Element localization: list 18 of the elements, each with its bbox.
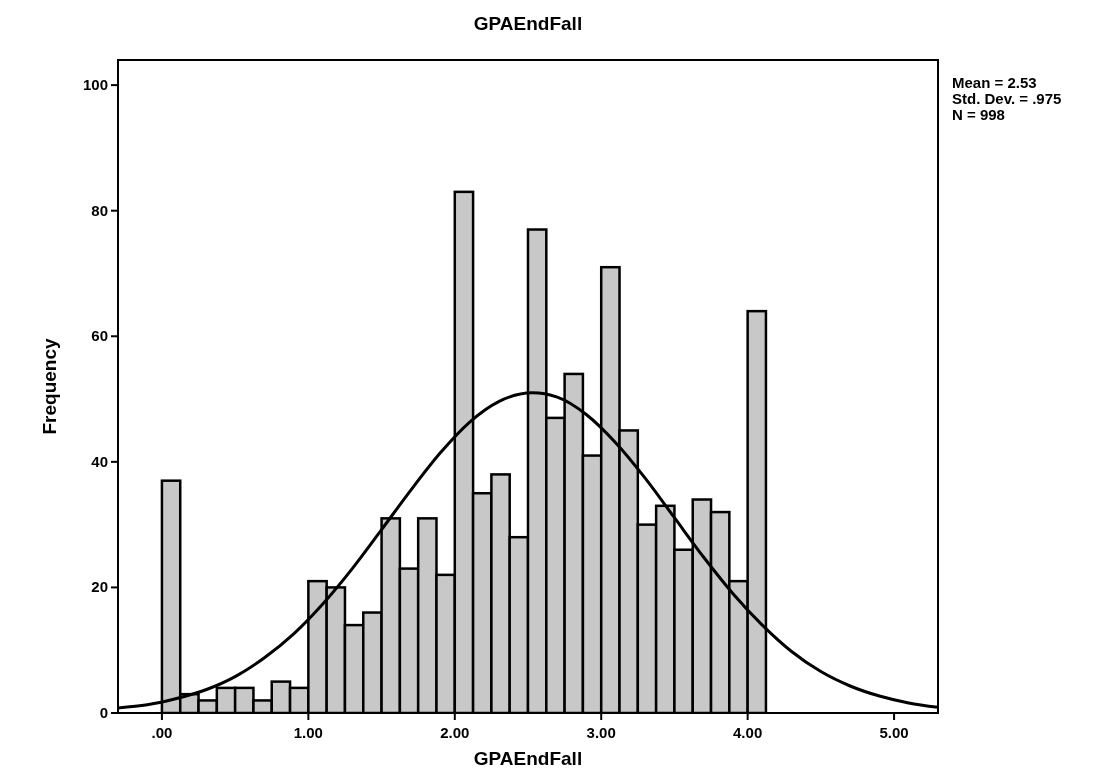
x-tick-label: 2.00 xyxy=(440,724,470,741)
text: Mean = 2.53 xyxy=(952,74,1037,91)
x-tick-label: 4.00 xyxy=(733,724,763,741)
y-axis-title: Frequency xyxy=(39,338,60,435)
y-tick-label: 40 xyxy=(91,452,108,470)
chart-title: GPAEndFall xyxy=(473,13,583,34)
y-tick-label: 0 xyxy=(99,704,108,721)
y-tick-label: 20 xyxy=(91,578,108,596)
text: N = 998 xyxy=(952,106,1005,123)
x-axis-title: GPAEndFall xyxy=(473,748,583,769)
y-tick-label: 60 xyxy=(91,327,108,345)
text: Std. Dev. = .975 xyxy=(952,90,1062,107)
x-tick-label: 1.00 xyxy=(293,724,323,741)
y-tick-label: 100 xyxy=(82,76,108,94)
x-tick-label: 3.00 xyxy=(586,724,616,741)
x-tick-label: .00 xyxy=(151,724,173,741)
y-tick-label: 80 xyxy=(91,201,108,219)
x-tick-label: 5.00 xyxy=(879,724,909,741)
